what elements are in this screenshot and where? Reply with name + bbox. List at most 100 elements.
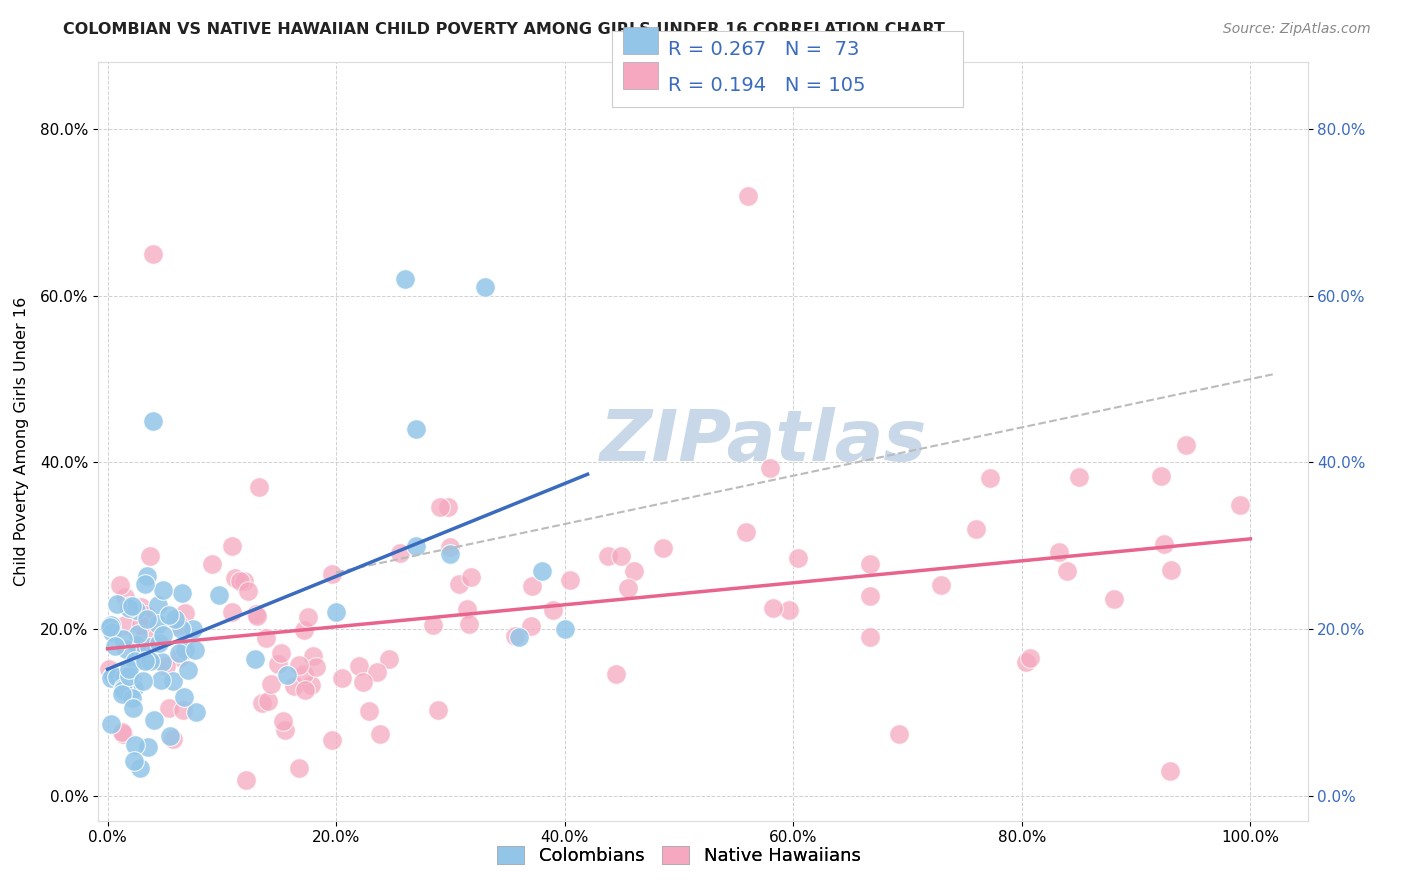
Point: [162, 673, 184, 688]
Point: [422, 618, 444, 632]
Point: [254, 631, 277, 645]
Point: [299, 678, 322, 692]
Point: [1015, 656, 1038, 670]
Point: [292, 623, 315, 637]
Point: [201, 558, 224, 572]
Point: [114, 641, 136, 656]
Point: [174, 643, 197, 657]
Point: [352, 674, 374, 689]
Point: [610, 549, 633, 563]
Point: [169, 650, 191, 665]
Point: [283, 679, 305, 693]
Point: [157, 701, 180, 715]
Point: [138, 653, 160, 667]
Point: [136, 569, 159, 583]
Point: [148, 636, 170, 650]
Point: [111, 687, 134, 701]
Point: [541, 603, 564, 617]
Point: [134, 577, 156, 591]
Point: [129, 618, 152, 632]
Point: [965, 522, 987, 536]
Point: [651, 541, 673, 555]
Point: [114, 591, 136, 605]
Point: [136, 740, 159, 755]
Point: [122, 754, 145, 768]
Point: [170, 622, 193, 636]
Point: [124, 738, 146, 752]
Point: [737, 188, 759, 202]
Point: [118, 662, 141, 676]
Point: [321, 733, 343, 747]
Point: [162, 732, 184, 747]
Point: [128, 761, 150, 775]
Point: [157, 607, 180, 622]
Point: [560, 573, 582, 587]
Text: COLOMBIAN VS NATIVE HAWAIIAN CHILD POVERTY AMONG GIRLS UNDER 16 CORRELATION CHAR: COLOMBIAN VS NATIVE HAWAIIAN CHILD POVER…: [63, 22, 945, 37]
Point: [121, 599, 143, 613]
Point: [100, 671, 122, 685]
Point: [121, 701, 143, 715]
Point: [734, 525, 756, 540]
Point: [288, 761, 311, 775]
Point: [101, 668, 124, 682]
Point: [554, 622, 576, 636]
Point: [121, 673, 143, 688]
Point: [530, 564, 553, 578]
Point: [112, 683, 135, 698]
Point: [148, 616, 170, 631]
Point: [929, 578, 952, 592]
Point: [127, 638, 149, 652]
Point: [1229, 499, 1251, 513]
Point: [503, 629, 526, 643]
Text: ZIPatlas: ZIPatlas: [600, 407, 927, 476]
Point: [439, 540, 461, 554]
Point: [321, 567, 343, 582]
Point: [172, 586, 194, 600]
Point: [105, 670, 128, 684]
Point: [859, 631, 882, 645]
Point: [288, 657, 311, 672]
Point: [979, 471, 1001, 485]
Point: [370, 726, 392, 740]
Point: [224, 572, 246, 586]
Point: [159, 729, 181, 743]
Point: [302, 649, 325, 664]
Point: [105, 597, 128, 611]
Point: [623, 564, 645, 578]
Point: [292, 667, 315, 681]
Point: [270, 646, 292, 660]
Legend: Colombians, Native Hawaiians: Colombians, Native Hawaiians: [489, 838, 868, 872]
Point: [508, 631, 530, 645]
Point: [129, 640, 152, 654]
Point: [439, 547, 461, 561]
Point: [1153, 536, 1175, 550]
Point: [1018, 651, 1040, 665]
Point: [136, 615, 159, 630]
Point: [176, 663, 198, 677]
Point: [357, 704, 380, 718]
Point: [1150, 468, 1173, 483]
Point: [1160, 563, 1182, 577]
Point: [257, 693, 280, 707]
Point: [786, 550, 808, 565]
Point: [139, 549, 162, 563]
Point: [457, 617, 479, 632]
Point: [150, 655, 173, 669]
Point: [330, 671, 353, 685]
Point: [132, 673, 155, 688]
Point: [233, 574, 256, 588]
Point: [294, 682, 316, 697]
Point: [146, 599, 169, 613]
Point: [605, 667, 627, 681]
Point: [246, 608, 269, 623]
Point: [97, 662, 120, 676]
Point: [174, 606, 197, 620]
Point: [124, 603, 146, 617]
Point: [129, 600, 152, 615]
Point: [859, 589, 882, 603]
Point: [167, 646, 190, 660]
Point: [173, 690, 195, 704]
Point: [1069, 470, 1091, 484]
Point: [267, 657, 290, 672]
Point: [250, 696, 273, 710]
